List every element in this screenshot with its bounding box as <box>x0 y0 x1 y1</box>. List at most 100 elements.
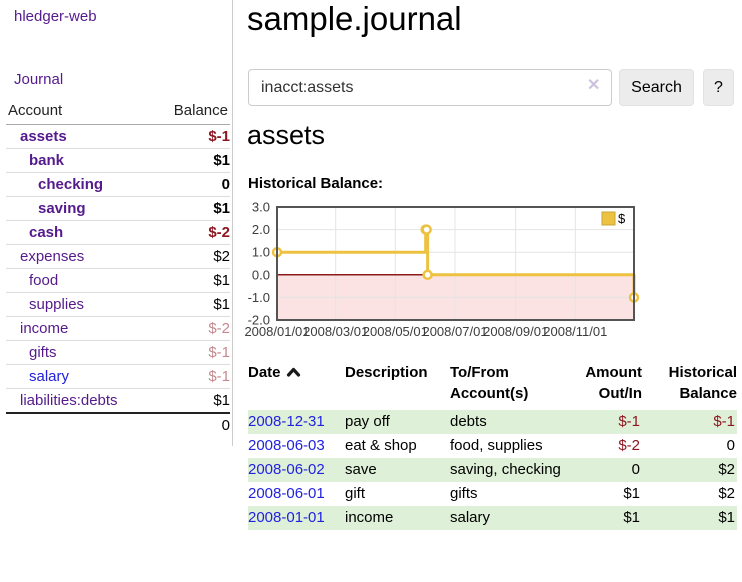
account-row: supplies $1 <box>6 292 230 317</box>
svg-text:1.0: 1.0 <box>252 245 270 260</box>
transaction-amount: $1 <box>623 485 640 502</box>
account-link-expenses[interactable]: expenses <box>20 248 85 265</box>
account-balance: $-2 <box>153 316 230 341</box>
accounts-table: Account Balance assets $-1 bank $1 check… <box>6 100 230 437</box>
transaction-row: 2008-06-03 eat & shop food, supplies $-2… <box>248 434 737 458</box>
register-col-balance: Historical Balance <box>668 364 737 402</box>
sidebar-item-journal[interactable]: Journal <box>14 71 64 88</box>
transaction-balance: $2 <box>718 485 735 502</box>
account-balance: 0 <box>153 172 230 197</box>
sidebar: hledger-web Journal Account Balance asse… <box>0 0 233 446</box>
svg-text:2008/03/01: 2008/03/01 <box>303 324 368 339</box>
accounts-col-account: Account <box>6 100 154 125</box>
transaction-description: save <box>345 461 377 478</box>
account-link-food[interactable]: food <box>29 272 59 289</box>
svg-text:2008/05/01: 2008/05/01 <box>363 324 428 339</box>
account-balance: $-2 <box>153 220 230 245</box>
search-input[interactable] <box>248 69 612 106</box>
account-link-gifts[interactable]: gifts <box>29 344 57 361</box>
accounts-col-balance: Balance <box>153 100 230 125</box>
transaction-description: pay off <box>345 413 390 430</box>
svg-text:2008/01/01: 2008/01/01 <box>244 324 309 339</box>
historical-balance-chart: 3.0 2.0 1.0 0.0 -1.0 -2.02008/01/012008/03/01… <box>244 200 640 339</box>
help-button[interactable]: ? <box>703 69 734 106</box>
account-balance: $1 <box>153 196 230 221</box>
clear-search-icon[interactable]: ✕ <box>587 77 601 94</box>
account-link-checking[interactable]: checking <box>38 176 104 193</box>
account-link-saving[interactable]: saving <box>38 200 86 217</box>
transaction-description: eat & shop <box>345 437 417 454</box>
account-balance: $-1 <box>153 364 230 389</box>
transaction-balance: $-1 <box>713 413 735 430</box>
transaction-amount: 0 <box>631 461 640 478</box>
account-balance: $1 <box>153 148 230 173</box>
account-row: assets $-1 <box>6 124 230 149</box>
app-brand-link[interactable]: hledger-web <box>14 8 97 25</box>
transaction-date-link[interactable]: 2008-12-31 <box>248 413 325 430</box>
chart-title: Historical Balance: <box>248 175 384 192</box>
account-balance: $1 <box>213 392 230 409</box>
account-row: gifts $-1 <box>6 340 230 365</box>
svg-text:0.0: 0.0 <box>252 267 270 282</box>
svg-text:2008/07/01: 2008/07/01 <box>422 324 487 339</box>
transaction-date-link[interactable]: 2008-06-02 <box>248 461 325 478</box>
transaction-accounts: debts <box>450 413 487 430</box>
account-link-salary[interactable]: salary <box>29 368 70 385</box>
account-row: expenses $2 <box>6 244 230 269</box>
svg-text:3.0: 3.0 <box>252 200 270 215</box>
account-link-supplies[interactable]: supplies <box>29 296 85 313</box>
account-balance: $1 <box>153 292 230 317</box>
register-col-amount: Amount Out/In <box>585 364 642 402</box>
register-col-description: Description <box>345 364 428 381</box>
account-link-income[interactable]: income <box>20 320 69 337</box>
account-link-bank[interactable]: bank <box>29 152 65 169</box>
sort-ascending-icon <box>286 367 300 377</box>
transaction-amount: $1 <box>623 509 640 526</box>
accounts-header-row: Account Balance <box>6 100 230 125</box>
account-row: income $-2 <box>6 316 230 341</box>
page-title: sample.journal <box>247 0 462 37</box>
transaction-date-link[interactable]: 2008-01-01 <box>248 509 325 526</box>
account-row: saving $1 <box>6 196 230 221</box>
svg-text:2.0: 2.0 <box>252 222 270 237</box>
accounts-total-row: 0 <box>6 412 230 437</box>
account-link-liabilities-debts[interactable]: liabilities:debts <box>20 392 118 409</box>
account-row: cash $-2 <box>6 220 230 245</box>
transaction-row: 2008-06-01 gift gifts $1 $2 <box>248 482 737 506</box>
transaction-balance: $1 <box>718 509 735 526</box>
account-balance: $2 <box>153 244 230 269</box>
account-link-cash[interactable]: cash <box>29 224 64 241</box>
account-row: food $1 <box>6 268 230 293</box>
transaction-accounts: saving, checking <box>450 461 561 478</box>
transaction-accounts: salary <box>450 509 491 526</box>
account-row: salary $-1 <box>6 364 230 389</box>
svg-text:-1.0: -1.0 <box>248 290 270 305</box>
account-balance: $-1 <box>153 340 230 365</box>
account-row: liabilities:debts $1 <box>6 389 230 414</box>
transaction-accounts: gifts <box>450 485 478 502</box>
account-link-assets[interactable]: assets <box>20 128 67 145</box>
transaction-row: 2008-01-01 income salary $1 $1 <box>248 506 737 530</box>
legend-label: $ <box>618 211 626 226</box>
transaction-accounts: food, supplies <box>450 437 543 454</box>
account-balance: $-1 <box>153 124 230 149</box>
search-button[interactable]: Search <box>619 69 694 106</box>
accounts-total-balance: 0 <box>153 412 230 437</box>
transaction-balance: 0 <box>726 437 735 454</box>
transaction-date-link[interactable]: 2008-06-01 <box>248 485 325 502</box>
transaction-date-link[interactable]: 2008-06-03 <box>248 437 325 454</box>
transaction-row: 2008-12-31 pay off debts $-1 $-1 <box>248 410 737 434</box>
account-balance: $1 <box>153 268 230 293</box>
register-col-date[interactable]: Date <box>248 362 345 410</box>
transaction-description: gift <box>345 485 366 502</box>
account-row: checking 0 <box>6 172 230 197</box>
svg-text:-2.0: -2.0 <box>248 313 270 328</box>
account-row: bank $1 <box>6 148 230 173</box>
transaction-amount: $-2 <box>618 437 640 454</box>
legend-swatch <box>601 211 616 226</box>
transaction-amount: $-1 <box>618 413 640 430</box>
register-col-accounts: To/From Account(s) <box>450 364 529 402</box>
register-header-row: Date Description To/From Account(s) Amou… <box>248 362 737 410</box>
transaction-row: 2008-06-02 save saving, checking 0 $2 <box>248 458 737 482</box>
account-heading: assets <box>247 120 326 150</box>
